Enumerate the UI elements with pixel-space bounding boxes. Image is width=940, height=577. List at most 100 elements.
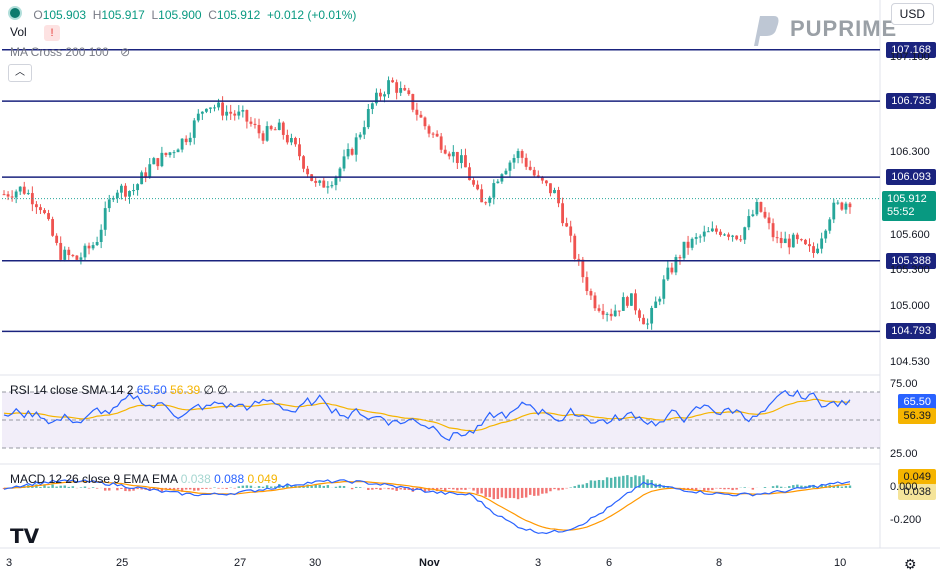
macd-histogram-bar bbox=[221, 487, 224, 489]
time-axis-tick: 3 bbox=[535, 557, 542, 569]
candle-body bbox=[18, 186, 22, 192]
macd-histogram-bar bbox=[79, 487, 83, 488]
macd-histogram-bar bbox=[496, 487, 500, 499]
candle-body bbox=[229, 111, 233, 114]
current-price-label: 105.912 55:52 bbox=[882, 191, 936, 221]
eye-hidden-icon[interactable]: ⊘ bbox=[120, 45, 131, 59]
rsi-legend[interactable]: RSI 14 close SMA 14 2 65.50 56.39 ∅ ∅ bbox=[10, 383, 228, 397]
macd-histogram-bar bbox=[14, 486, 18, 488]
candle-body bbox=[148, 164, 152, 178]
candle-body bbox=[512, 157, 516, 163]
macd-histogram-bar bbox=[148, 487, 151, 491]
macd-histogram-bar bbox=[124, 487, 127, 492]
candle-body bbox=[625, 297, 629, 306]
macd-histogram-bar bbox=[476, 487, 479, 494]
symbol-dot-icon bbox=[8, 6, 22, 20]
macd-histogram-bar bbox=[108, 487, 111, 491]
macd-histogram-bar bbox=[743, 487, 746, 488]
macd-histogram-bar bbox=[456, 487, 459, 491]
candle-body bbox=[735, 235, 739, 240]
candle-body bbox=[714, 228, 718, 232]
macd-histogram-bar bbox=[209, 487, 212, 489]
price-axis-tick: 0.000 bbox=[890, 480, 918, 493]
ma-legend[interactable]: MA Cross 200 100 ⊘ bbox=[10, 45, 130, 59]
macd-histogram-bar bbox=[274, 486, 277, 488]
candle-body bbox=[629, 293, 633, 306]
macd-signal-line bbox=[4, 480, 851, 531]
candle-body bbox=[524, 157, 528, 167]
candle-body bbox=[124, 185, 127, 197]
macd-histogram-bar bbox=[448, 487, 451, 489]
candle-body bbox=[346, 149, 350, 157]
candle-body bbox=[176, 149, 180, 153]
candle-body bbox=[686, 241, 690, 248]
macd-histogram-bar bbox=[634, 475, 637, 488]
macd-histogram-bar bbox=[245, 485, 249, 488]
collapse-legend-button[interactable]: ︿ bbox=[8, 64, 32, 82]
macd-histogram-bar bbox=[156, 487, 160, 491]
high-value: 105.917 bbox=[101, 8, 145, 22]
macd-histogram-bar bbox=[524, 487, 528, 498]
macd-histogram-bar bbox=[500, 487, 504, 498]
brand-logo-text: PUPRIME bbox=[790, 16, 898, 41]
macd-histogram-bar bbox=[395, 487, 398, 491]
candle-body bbox=[439, 136, 443, 150]
warning-icon[interactable]: ! bbox=[44, 25, 61, 41]
macd-histogram-bar bbox=[168, 487, 172, 490]
candle-body bbox=[435, 133, 439, 137]
candle-body bbox=[326, 186, 330, 188]
macd-histogram-bar bbox=[812, 484, 815, 488]
candle-body bbox=[196, 113, 200, 121]
macd-histogram-bar bbox=[844, 485, 848, 488]
candle-body bbox=[115, 192, 119, 199]
macd-histogram-bar bbox=[605, 477, 609, 488]
candle-body bbox=[609, 313, 613, 317]
macd-histogram-bar bbox=[95, 487, 99, 489]
candle-body bbox=[585, 277, 589, 292]
candle-body bbox=[743, 227, 747, 240]
macd-histogram-bar bbox=[836, 484, 840, 488]
time-axis-tick: 25 bbox=[116, 557, 129, 569]
macd-histogram-bar bbox=[302, 486, 305, 488]
currency-selector[interactable]: USD bbox=[890, 3, 934, 25]
candle-body bbox=[484, 202, 488, 204]
macd-pane bbox=[2, 475, 852, 535]
vol-legend[interactable]: Vol ! bbox=[10, 25, 61, 41]
candle-body bbox=[91, 245, 95, 249]
macd-histogram-bar bbox=[593, 480, 597, 488]
candle-body bbox=[569, 226, 573, 236]
high-label: H bbox=[92, 8, 102, 22]
macd-histogram-bar bbox=[59, 485, 62, 488]
candle-body bbox=[613, 310, 617, 317]
candle-body bbox=[119, 185, 123, 193]
candle-body bbox=[269, 126, 273, 130]
macd-histogram-bar bbox=[43, 485, 46, 488]
settings-icon[interactable]: ⚙ bbox=[904, 556, 917, 572]
rsi-band bbox=[2, 392, 880, 448]
price-axis-tick: -0.200 bbox=[890, 514, 922, 527]
candle-body bbox=[804, 239, 807, 245]
candle-body bbox=[330, 185, 334, 187]
macd-histogram-bar bbox=[537, 487, 540, 496]
macd-histogram-bar bbox=[237, 486, 240, 488]
macd-histogram-bar bbox=[707, 487, 710, 491]
candle-body bbox=[455, 151, 459, 164]
candle-body bbox=[128, 191, 131, 197]
macd-histogram-bar bbox=[614, 476, 617, 488]
macd-histogram-bar bbox=[128, 487, 131, 492]
macd-histogram-bar bbox=[508, 487, 512, 498]
candle-body bbox=[589, 291, 593, 296]
macd-histogram-bar bbox=[719, 487, 722, 489]
macd-legend[interactable]: MACD 12 26 close 9 EMA EMA 0.038 0.088 0… bbox=[10, 472, 278, 486]
price-levels bbox=[2, 48, 880, 333]
candle-body bbox=[528, 166, 532, 170]
candle-body bbox=[237, 111, 241, 116]
candle-body bbox=[775, 237, 779, 239]
candle-body bbox=[662, 279, 666, 299]
candle-body bbox=[678, 257, 682, 259]
candle-body bbox=[245, 110, 249, 122]
macd-value: 0.088 bbox=[214, 472, 245, 486]
candle-body bbox=[184, 138, 188, 143]
level-price-label: 104.793 bbox=[886, 323, 936, 340]
